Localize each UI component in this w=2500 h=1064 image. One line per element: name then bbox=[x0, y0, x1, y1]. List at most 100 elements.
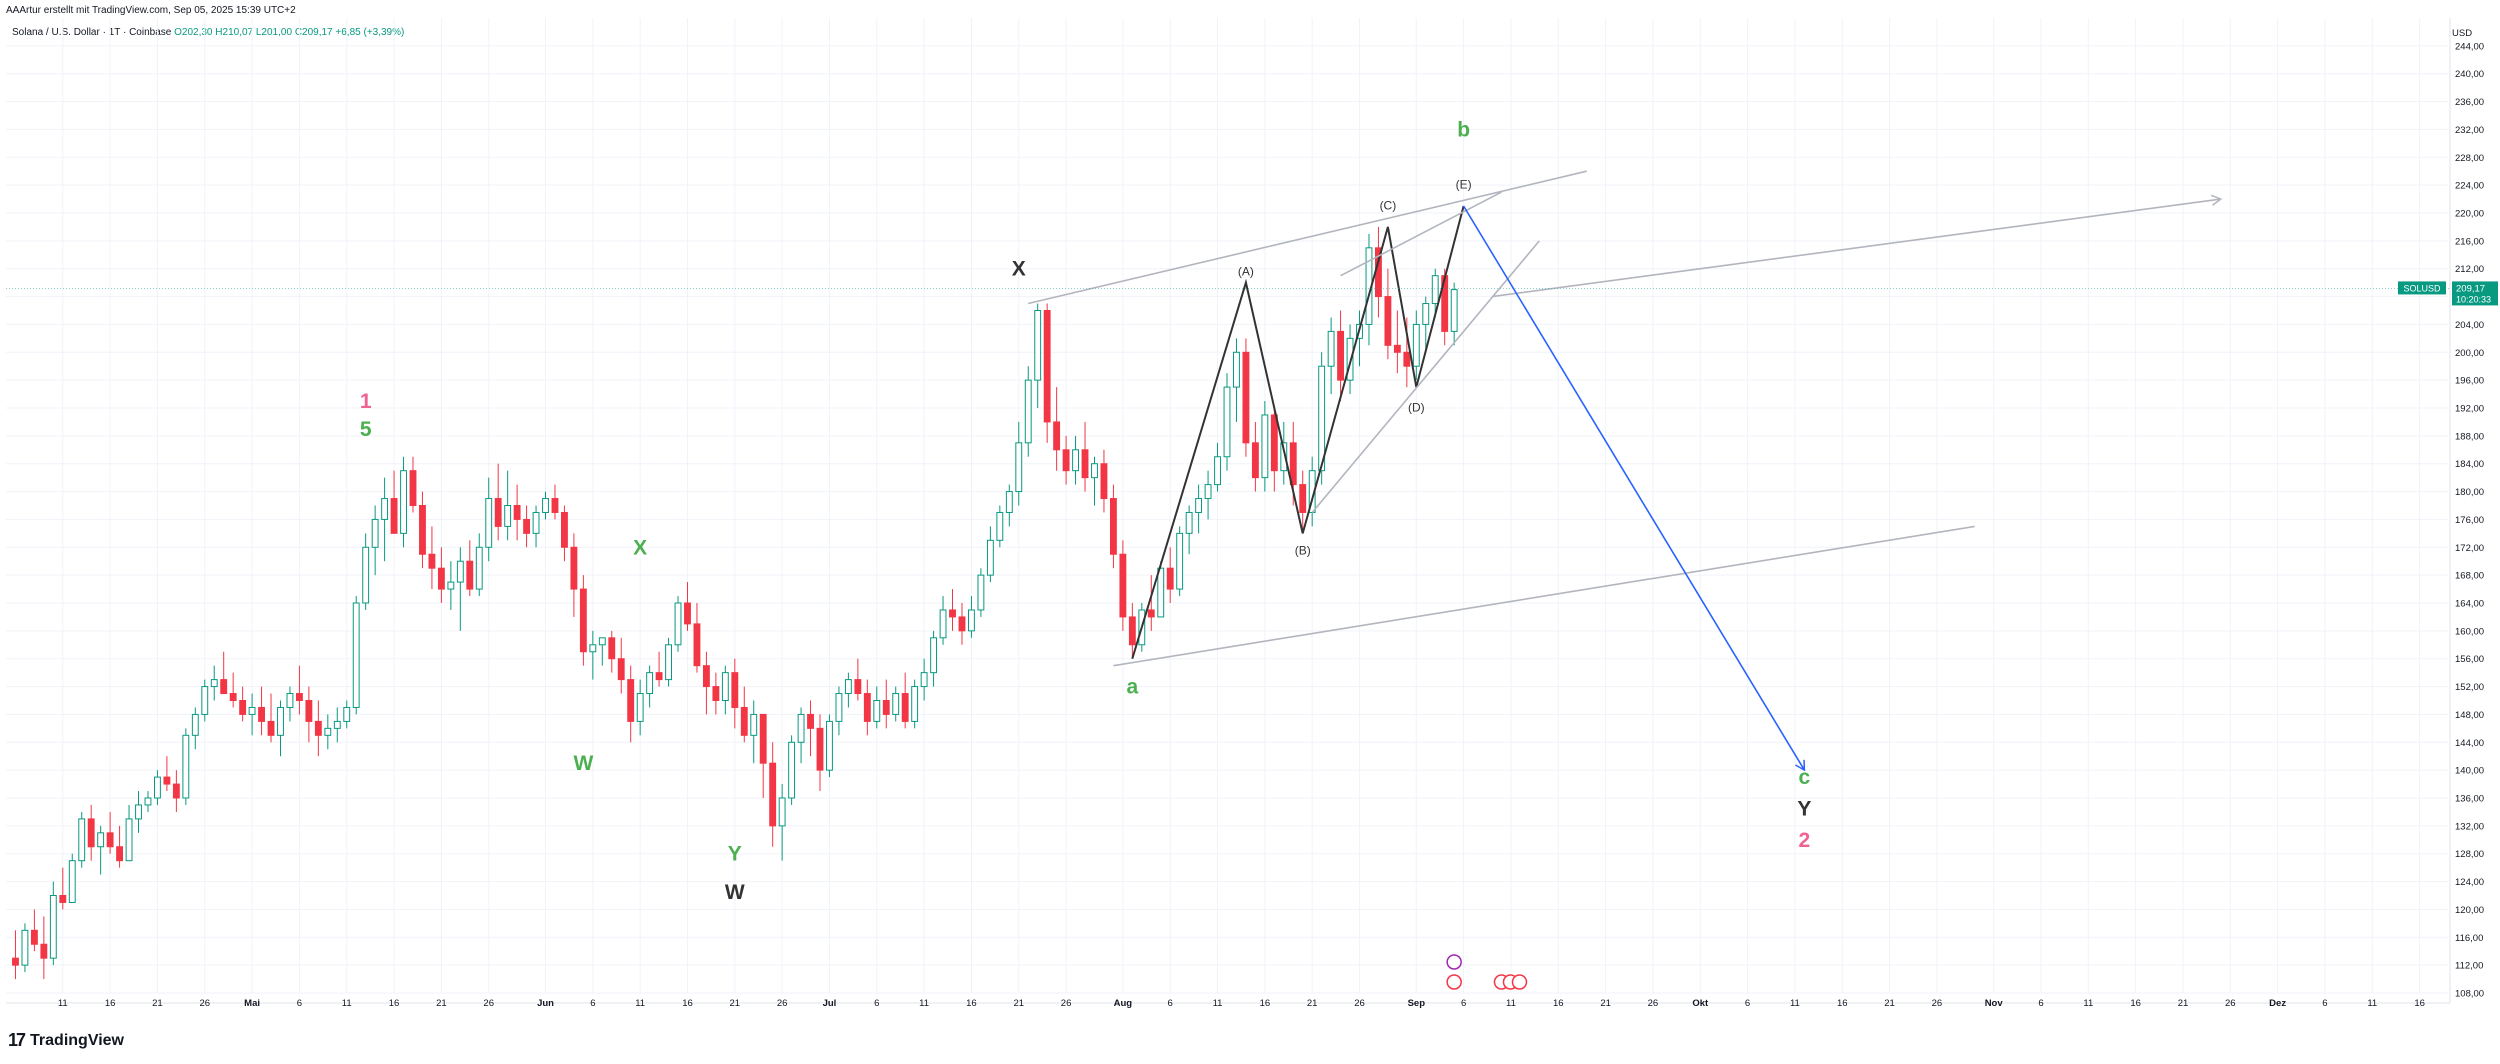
y-tick-label: 172,00 bbox=[2455, 543, 2484, 554]
candle-body bbox=[1024, 379, 1032, 444]
candle-body bbox=[437, 567, 445, 590]
y-tick-label: 192,00 bbox=[2455, 404, 2484, 415]
x-tick-label: 16 bbox=[1553, 998, 1564, 1009]
candle-body bbox=[428, 553, 436, 569]
candle-body bbox=[712, 686, 720, 701]
y-tick-label: 232,00 bbox=[2455, 125, 2484, 136]
x-tick-label: 11 bbox=[1213, 998, 1223, 1009]
x-tick-label: Dez bbox=[2269, 998, 2286, 1009]
candle-body bbox=[343, 706, 351, 722]
candle-body bbox=[295, 693, 303, 701]
candle-body bbox=[532, 511, 540, 534]
x-tick-label: 11 bbox=[342, 998, 352, 1009]
candle-body bbox=[1204, 484, 1212, 500]
candle-body bbox=[1081, 449, 1089, 479]
candle-body bbox=[911, 686, 919, 722]
countdown-label: 10:20:33 bbox=[2456, 294, 2491, 304]
candle-body bbox=[788, 741, 796, 799]
candle-body bbox=[239, 700, 247, 715]
candle-body bbox=[1289, 442, 1297, 486]
trend-line bbox=[1340, 191, 1502, 277]
y-tick-label: 132,00 bbox=[2455, 821, 2484, 832]
x-tick-label: 21 bbox=[1307, 998, 1318, 1009]
candle-body bbox=[1261, 414, 1269, 479]
candle-body bbox=[702, 665, 710, 688]
candle-body bbox=[1100, 463, 1108, 500]
candle-body bbox=[1119, 553, 1127, 618]
candle-body bbox=[1185, 511, 1193, 534]
candle-body bbox=[125, 818, 133, 862]
y-tick-label: 164,00 bbox=[2455, 599, 2484, 610]
economic-event-flag-icon bbox=[1446, 974, 1462, 990]
tradingview-logo-icon: 17 bbox=[8, 1030, 26, 1050]
x-tick-label: 6 bbox=[2038, 998, 2043, 1009]
candle-body bbox=[542, 498, 549, 513]
candle-body bbox=[267, 720, 275, 736]
candle-body bbox=[674, 602, 682, 646]
x-tick-label: 21 bbox=[2178, 998, 2189, 1009]
x-tick-label: 16 bbox=[682, 998, 693, 1009]
candle-body bbox=[1393, 344, 1401, 353]
x-tick-label: 6 bbox=[297, 998, 302, 1009]
candle-body bbox=[665, 644, 672, 681]
candle-body bbox=[1109, 498, 1117, 555]
candle-body bbox=[78, 818, 86, 862]
candle-body bbox=[977, 574, 985, 611]
symbol-title[interactable]: Solana / U.S. Dollar · 1T · Coinbase bbox=[12, 27, 172, 38]
tradingview-brand[interactable]: 17 TradingView bbox=[8, 1030, 124, 1051]
projection-arrow bbox=[1462, 205, 1806, 772]
candle-body bbox=[201, 686, 209, 715]
candle-body bbox=[778, 797, 786, 827]
x-tick-label: Jun bbox=[537, 998, 554, 1009]
y-tick-label: 144,00 bbox=[2455, 738, 2484, 749]
wave-label: 5 bbox=[360, 418, 372, 441]
candle-body bbox=[106, 832, 114, 848]
ohlc-open: O202,30 bbox=[174, 27, 213, 38]
candle-body bbox=[1412, 323, 1420, 367]
x-tick-label: 21 bbox=[730, 998, 741, 1009]
candle-body bbox=[816, 727, 824, 771]
x-tick-label: 26 bbox=[483, 998, 494, 1009]
candle-body bbox=[759, 713, 767, 764]
candle-body bbox=[1005, 491, 1013, 513]
y-tick-label: 156,00 bbox=[2455, 654, 2484, 665]
y-tick-label: 136,00 bbox=[2455, 794, 2484, 805]
x-tick-label: 21 bbox=[152, 998, 163, 1009]
wave-label: X bbox=[633, 536, 647, 559]
candle-body bbox=[1157, 567, 1165, 618]
candle-body bbox=[1034, 310, 1042, 381]
candle-body bbox=[1166, 567, 1174, 590]
y-tick-label: 108,00 bbox=[2455, 989, 2484, 1000]
candle-body bbox=[475, 546, 483, 590]
wave-label: W bbox=[725, 881, 745, 904]
candle-body bbox=[485, 498, 493, 548]
candle-body bbox=[1242, 351, 1250, 444]
candle-body bbox=[1431, 275, 1439, 305]
candle-body bbox=[220, 679, 228, 695]
candle-body bbox=[12, 957, 19, 966]
candle-body bbox=[608, 637, 616, 660]
symbol-legend: Solana / U.S. Dollar · 1T · Coinbase O20… bbox=[12, 27, 404, 38]
candle-body bbox=[863, 693, 871, 722]
candle-body bbox=[40, 943, 48, 959]
x-tick-label: 26 bbox=[1648, 998, 1659, 1009]
candle-body bbox=[561, 511, 568, 548]
candle-body bbox=[1223, 386, 1231, 458]
candle-body bbox=[163, 776, 171, 785]
x-tick-label: 26 bbox=[1061, 998, 1072, 1009]
candle-body bbox=[731, 672, 739, 708]
x-tick-label: 21 bbox=[436, 998, 447, 1009]
candle-body bbox=[1072, 449, 1079, 472]
x-tick-label: 21 bbox=[1600, 998, 1611, 1009]
x-tick-label: Jul bbox=[823, 998, 837, 1009]
candle-body bbox=[154, 776, 161, 799]
wave-label: (E) bbox=[1456, 178, 1472, 192]
candle-body bbox=[447, 581, 455, 590]
candle-body bbox=[59, 895, 67, 903]
symbol-tag-bg bbox=[2398, 281, 2446, 295]
currency-label: USD bbox=[2452, 28, 2472, 39]
wave-label: Y bbox=[728, 843, 742, 866]
candle-body bbox=[409, 470, 417, 506]
